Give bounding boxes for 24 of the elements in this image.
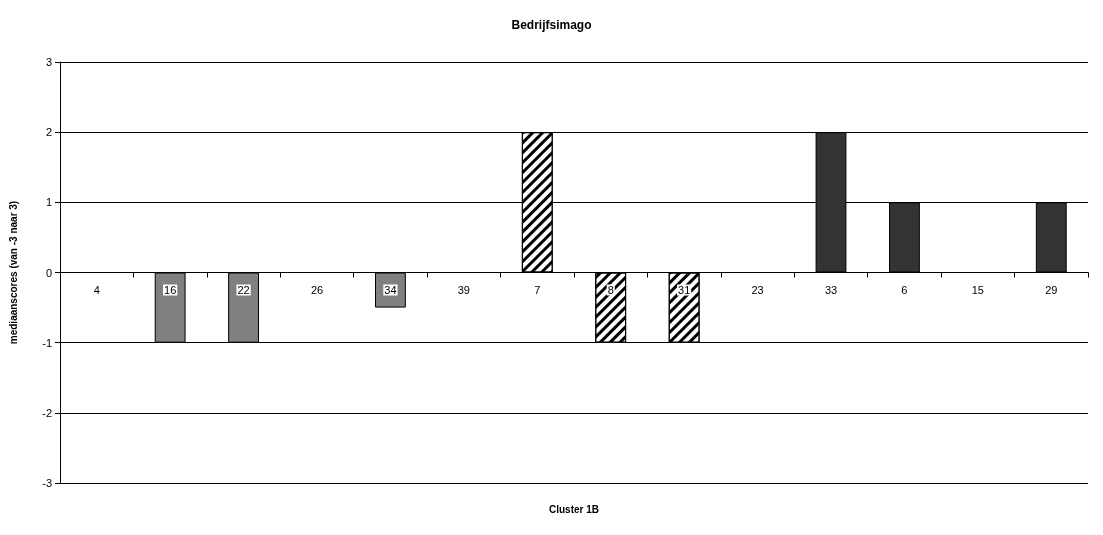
x-tick-label: 34 (384, 284, 397, 296)
y-axis-title: mediaanscores (van -3 naar 3) (7, 200, 19, 345)
x-tick-label: 15 (971, 284, 984, 296)
x-tick-label: 39 (457, 284, 470, 296)
x-tick-label: 8 (607, 284, 614, 296)
y-tick-label: 3 (45, 56, 52, 68)
x-tick-label: 33 (824, 284, 838, 296)
y-tick-label: -2 (42, 406, 52, 419)
x-tick-label: 7 (534, 284, 541, 296)
y-tick-label: -3 (42, 477, 52, 489)
y-tick-label: 0 (45, 266, 52, 279)
x-tick-label: 4 (93, 284, 100, 296)
y-tick-label: 1 (45, 196, 52, 209)
x-tick-label: 29 (1045, 284, 1058, 296)
x-tick-label: 23 (751, 284, 764, 296)
x-tick-label: 22 (237, 284, 250, 296)
y-tick-label: 2 (45, 126, 52, 139)
chart-title: Bedrijfsimago (511, 18, 592, 32)
x-tick-label: 26 (310, 284, 324, 296)
x-tick-label: 6 (901, 284, 908, 296)
x-tick-label: 31 (678, 284, 691, 296)
y-tick-label: -1 (42, 336, 52, 349)
x-axis-title: Cluster 1B (548, 503, 600, 515)
x-tick-label: 16 (164, 284, 177, 296)
